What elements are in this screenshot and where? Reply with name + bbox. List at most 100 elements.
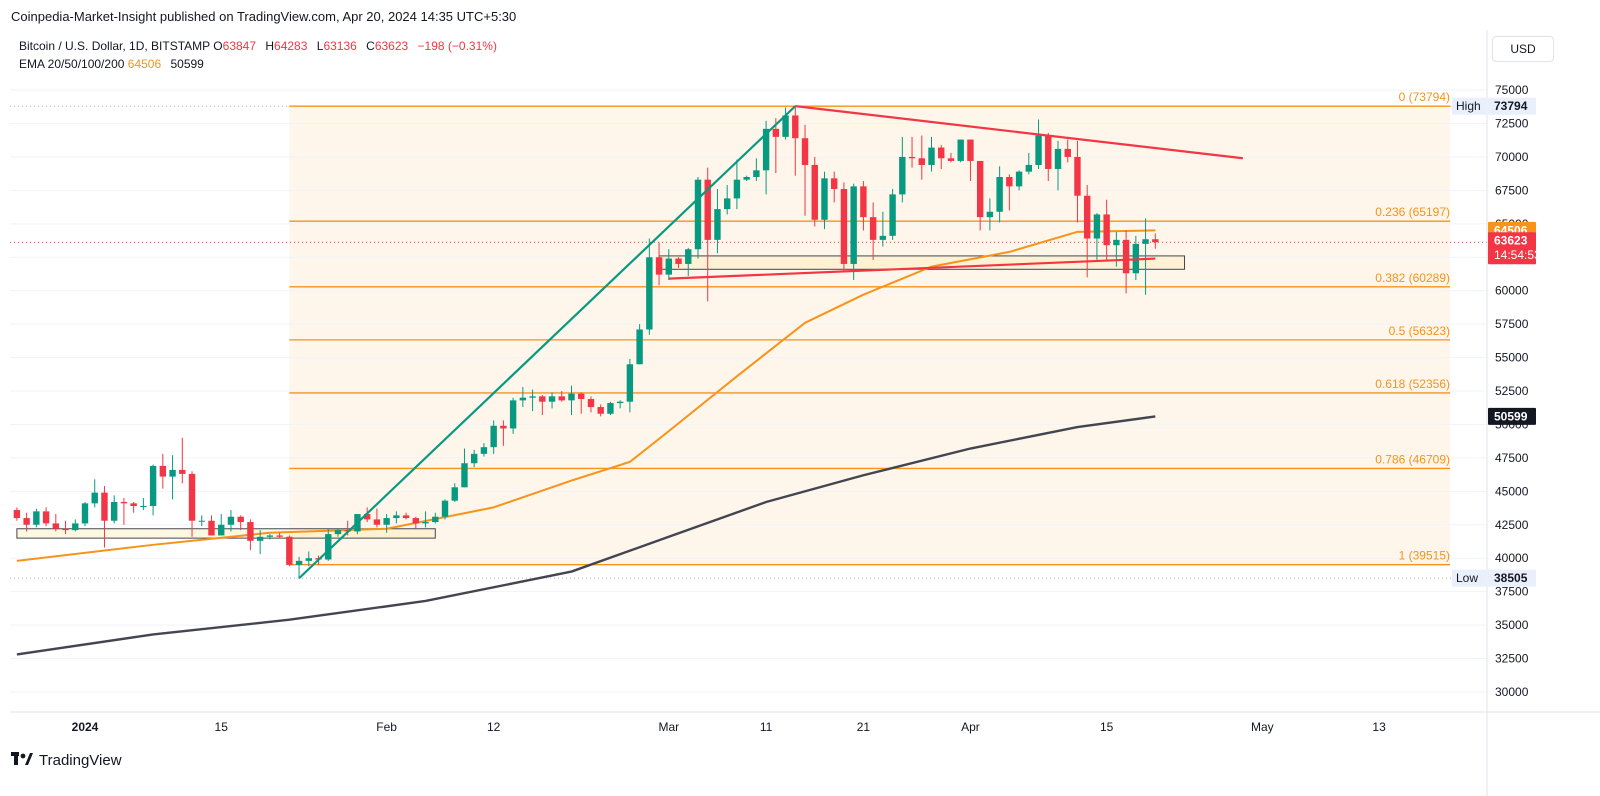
candle-body [383, 518, 390, 525]
candle-body [23, 518, 30, 525]
candle-body [120, 502, 128, 504]
ema-legend: EMA 20/50/100/200 64506 50599 [19, 57, 204, 71]
candle-body [772, 128, 780, 137]
high-label-bg [1488, 97, 1536, 115]
close-label: C [366, 39, 375, 53]
ema-label[interactable]: EMA 20/50/100/200 [19, 57, 125, 71]
y-tick-label: 45000 [1495, 484, 1529, 498]
y-tick-label: 30000 [1495, 685, 1529, 699]
candle-body [801, 138, 809, 165]
candle-body [646, 257, 653, 330]
fib-label-0.5: 0.5 (56323) [1389, 324, 1450, 338]
candle-body [1122, 239, 1130, 274]
candle-body [928, 147, 935, 165]
candle-body [451, 487, 458, 501]
tradingview-logo-icon [11, 752, 33, 769]
fib-label-0: 0 (73794) [1399, 90, 1450, 104]
low-value: 63136 [323, 39, 357, 53]
candle-body [1054, 148, 1062, 169]
candle-body [52, 523, 60, 529]
low-label: 38505 [1494, 571, 1528, 585]
candle-body [140, 506, 147, 508]
candle-body [539, 396, 546, 402]
candle-body [655, 257, 663, 275]
low-title-bg [1452, 569, 1487, 587]
candle-body [91, 492, 98, 504]
ema50-value: 64506 [127, 57, 162, 71]
x-tick-label: 12 [487, 720, 501, 734]
candle-body [1045, 135, 1052, 169]
candle-body [1152, 239, 1159, 243]
candle-body [480, 447, 488, 454]
high-value: 64283 [274, 39, 308, 53]
candle-body [918, 158, 925, 165]
high-title-bg [1452, 97, 1487, 115]
ema200-line [16, 415, 1156, 656]
currency-button[interactable]: USD [1492, 36, 1554, 62]
y-tick-label: 60000 [1495, 284, 1529, 298]
candle-body [247, 522, 254, 541]
candle-body [286, 536, 293, 565]
candle-body [1015, 171, 1023, 187]
y-tick-label: 55000 [1495, 351, 1529, 365]
candle-body [422, 522, 429, 524]
candle-body [72, 523, 79, 531]
candle-body [694, 179, 702, 250]
y-tick-label: 35000 [1495, 618, 1529, 632]
y-tick-label: 37500 [1495, 585, 1529, 599]
last-price-label-bg [1488, 232, 1536, 265]
open-label: O [213, 39, 223, 53]
candle-body [675, 258, 682, 264]
candle-body [899, 156, 906, 195]
symbol-title[interactable]: Bitcoin / U.S. Dollar, 1D, BITSTAMP [19, 39, 210, 53]
y-tick-label: 40000 [1495, 551, 1529, 565]
x-tick-label: Apr [961, 720, 980, 734]
tradingview-brand[interactable]: TradingView [11, 752, 122, 769]
candle-body [889, 194, 896, 236]
candle-body [218, 524, 225, 536]
candle-body [334, 530, 342, 535]
candle-body [636, 329, 643, 365]
candle-body [101, 492, 108, 521]
brand-name: TradingView [39, 752, 122, 769]
candle-body [879, 235, 887, 240]
fib-label-0.382: 0.382 (60289) [1375, 271, 1450, 285]
x-tick-label: Mar [658, 720, 679, 734]
candle-body [558, 396, 565, 401]
candle-body [908, 156, 916, 159]
ema200-label: 50599 [1494, 409, 1528, 423]
y-tick-label: 57500 [1495, 317, 1529, 331]
x-tick-label: Feb [376, 720, 397, 734]
candle-body [1025, 164, 1033, 172]
y-tick-label: 72500 [1495, 117, 1529, 131]
x-tick-label: 2024 [72, 720, 99, 734]
trendline-uptrend [298, 105, 797, 580]
candle-body [110, 502, 118, 521]
candle-body [996, 177, 1003, 212]
trendline-resistance [795, 105, 1243, 160]
plot-area: 0 (73794) 0.236 (65197) 0.382 (60289) 0.5 (… [10, 89, 1487, 693]
candle-body [471, 453, 478, 464]
candle-body [1083, 195, 1091, 239]
candle-body [714, 209, 721, 240]
candle-body [607, 403, 614, 414]
candle-body [42, 511, 50, 524]
candle-body [821, 178, 828, 220]
candle-body [188, 473, 196, 521]
candle-body [938, 147, 945, 159]
high-title: High [1456, 99, 1481, 113]
fib-label-0.618: 0.618 (52356) [1375, 377, 1450, 391]
candle-body [149, 465, 157, 507]
y-tick-label: 42500 [1495, 518, 1529, 532]
low-title: Low [1456, 571, 1478, 585]
high-label: H [265, 39, 275, 53]
candle-body [860, 186, 867, 218]
candle-body [665, 258, 672, 275]
candle-body [490, 425, 497, 448]
x-tick-label: 11 [760, 720, 773, 734]
candle-body [373, 519, 381, 525]
candle-body [597, 407, 604, 414]
close-value: 63623 [374, 39, 409, 53]
candle-body [1142, 239, 1149, 244]
